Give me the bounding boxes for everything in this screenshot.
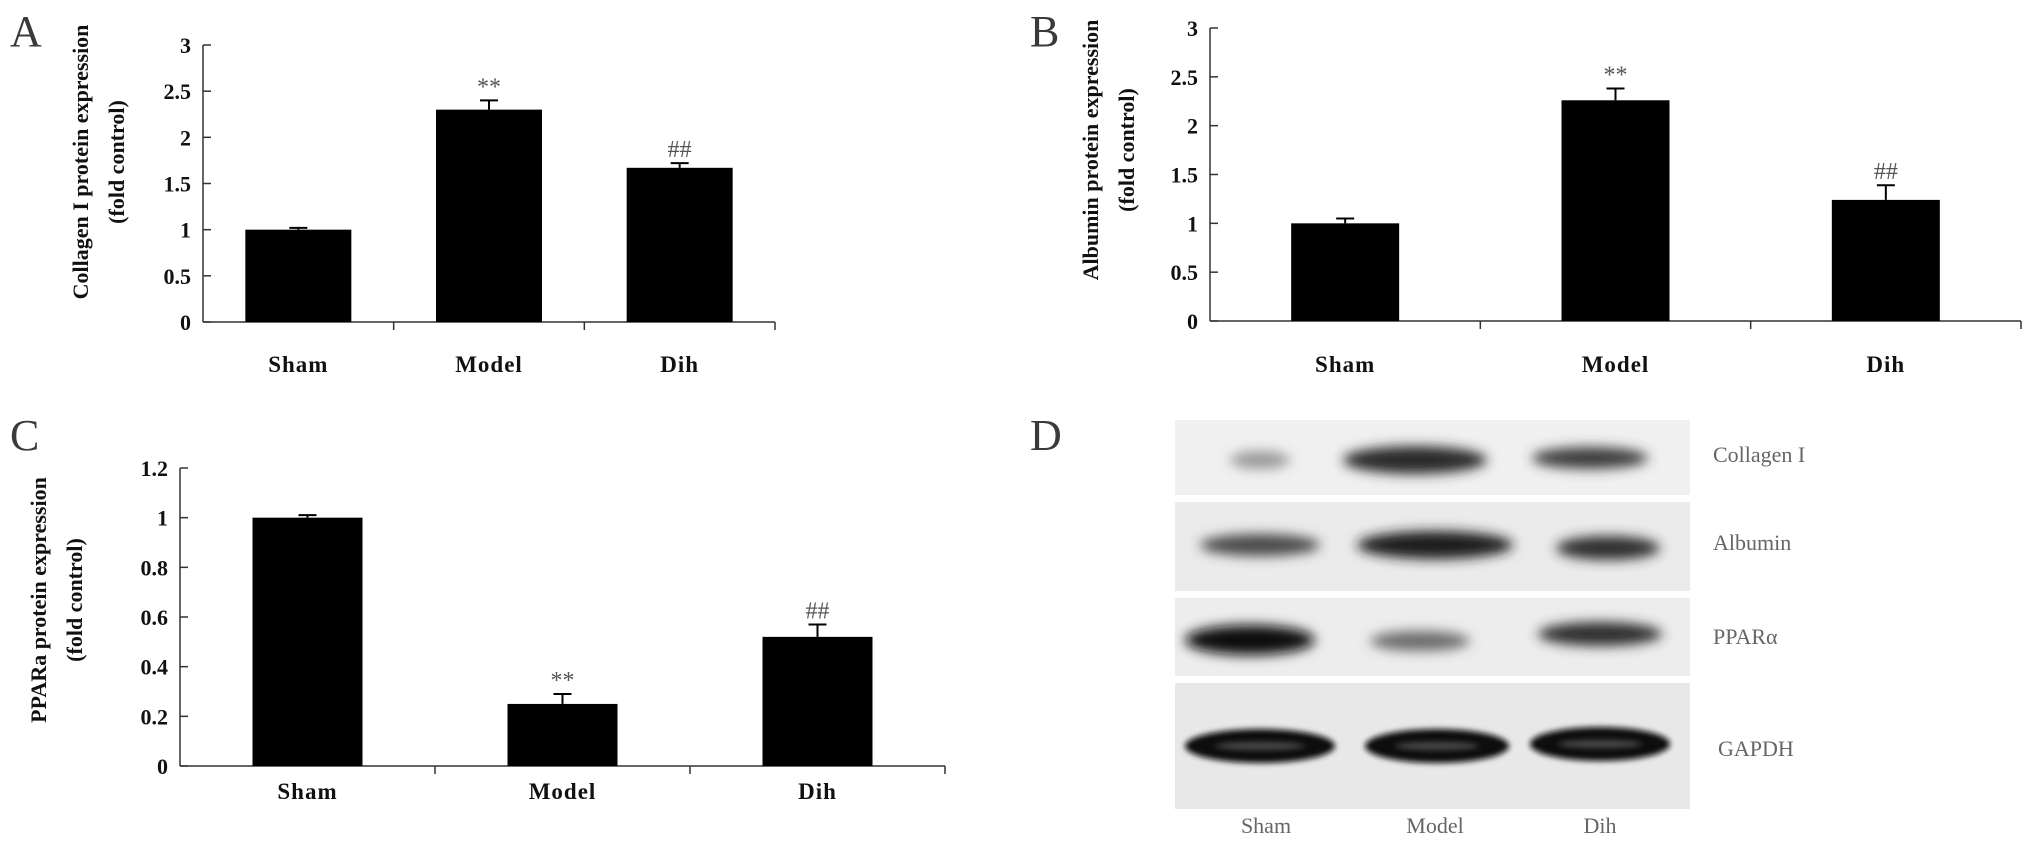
y-tick-label-c: 0.6 — [141, 605, 169, 630]
sig-label-a-dih: ## — [668, 137, 692, 163]
bar-c-dih — [762, 636, 873, 766]
ylabel-c-line1: PPARa protein expression — [26, 477, 51, 723]
category-label-c-model: Model — [529, 779, 597, 804]
category-label-b-model: Model — [1582, 352, 1650, 377]
bar-c-sham — [252, 517, 363, 766]
y-tick-label-c: 0.4 — [141, 655, 169, 680]
bands-ppara — [1185, 622, 1662, 655]
band-albumin-dih — [1556, 536, 1660, 560]
y-tick-label-a: 1 — [180, 218, 191, 243]
panel-d: D — [1030, 411, 1805, 838]
bands-collagen — [1230, 446, 1648, 474]
panel-letter-b: B — [1030, 7, 1059, 56]
y-tick-label-c: 0.2 — [141, 704, 169, 729]
y-tick-label-c: 0 — [157, 754, 168, 779]
blot-row-label-albumin: Albumin — [1713, 530, 1791, 555]
ylabel-a-line2: (fold control) — [104, 100, 129, 224]
bands-albumin — [1200, 531, 1660, 560]
blot-lane-label-model: Model — [1406, 813, 1463, 838]
panel-letter-a: A — [10, 7, 42, 56]
band-gapdh-dih-core — [1558, 740, 1642, 748]
bar-b-model — [1561, 100, 1670, 321]
bar-b-sham — [1291, 223, 1400, 321]
blot-row-label-gapdh: GAPDH — [1718, 736, 1794, 761]
blot-row-label-ppara: PPARα — [1713, 624, 1778, 649]
sig-label-a-model: ** — [477, 74, 501, 100]
ylabel-a-line1: Collagen I protein expression — [68, 25, 93, 300]
y-tick-label-c: 1.2 — [141, 456, 169, 481]
category-label-b-dih: Dih — [1866, 352, 1905, 377]
y-tick-label-a: 2 — [180, 125, 191, 150]
band-gapdh-sham-core — [1215, 742, 1305, 750]
panel-letter-d: D — [1030, 411, 1062, 460]
y-tick-label-b: 0.5 — [1171, 260, 1199, 285]
category-label-b-sham: Sham — [1315, 352, 1375, 377]
bands-gapdh — [1185, 727, 1670, 763]
band-albumin-model — [1357, 531, 1513, 559]
y-tick-label-b: 0 — [1187, 309, 1198, 334]
y-tick-label-b: 1.5 — [1171, 163, 1199, 188]
band-gapdh-model-core — [1395, 742, 1479, 750]
blot-lane-label-dih: Dih — [1584, 813, 1617, 838]
bar-a-model — [436, 109, 542, 322]
y-tick-label-a: 2.5 — [164, 79, 192, 104]
plot-area-a: 0 0.5 1 1.5 2 2.5 3 Sham ** Model ## Dih — [164, 33, 776, 377]
band-collagen-dih — [1532, 447, 1648, 469]
blot-row-label-collagen: Collagen I — [1713, 442, 1805, 467]
y-tick-label-a: 0 — [180, 310, 191, 335]
bar-a-dih — [626, 167, 733, 322]
category-label-a-sham: Sham — [268, 352, 328, 377]
blot-lane-label-sham: Sham — [1241, 813, 1291, 838]
ylabel-b-line2: (fold control) — [1114, 88, 1139, 212]
sig-label-b-model: ** — [1604, 63, 1628, 89]
y-tick-label-c: 0.8 — [141, 555, 169, 580]
y-tick-label-a: 3 — [180, 33, 191, 58]
bar-a-sham — [245, 229, 352, 322]
y-tick-label-b: 3 — [1187, 16, 1198, 41]
y-tick-label-b: 2.5 — [1171, 65, 1199, 90]
band-albumin-sham — [1200, 534, 1320, 556]
sig-label-c-model: ** — [551, 668, 575, 694]
band-ppara-model — [1370, 631, 1470, 651]
y-tick-label-a: 0.5 — [164, 264, 192, 289]
band-collagen-sham — [1230, 451, 1290, 469]
plot-area-b: 0 0.5 1 1.5 2 2.5 3 Sham ** Model ## Dih — [1171, 16, 2022, 377]
y-tick-label-b: 2 — [1187, 114, 1198, 139]
panel-letter-c: C — [10, 411, 39, 460]
panel-b: B Albumin protein expression (fold contr… — [1030, 7, 2022, 377]
band-collagen-model — [1343, 446, 1487, 474]
y-tick-label-a: 1.5 — [164, 172, 192, 197]
category-label-a-model: Model — [455, 352, 523, 377]
sig-label-b-dih: ## — [1874, 159, 1898, 185]
category-label-a-dih: Dih — [660, 352, 699, 377]
bar-c-model — [507, 703, 618, 766]
panel-c: C PPARa protein expression (fold control… — [10, 411, 946, 804]
ylabel-b-line1: Albumin protein expression — [1078, 20, 1103, 281]
category-label-c-dih: Dih — [798, 779, 837, 804]
band-ppara-dih — [1538, 622, 1662, 646]
category-label-c-sham: Sham — [277, 779, 337, 804]
band-ppara-sham — [1185, 625, 1315, 655]
bar-b-dih — [1831, 199, 1940, 321]
panel-a: A Collagen I protein expression (fold co… — [10, 7, 776, 377]
ylabel-c-line2: (fold control) — [62, 538, 87, 662]
plot-area-c: 0 0.2 0.4 0.6 0.8 1 1.2 Sham ** Model ## Dih — [141, 456, 946, 804]
y-tick-label-b: 1 — [1187, 211, 1198, 236]
y-tick-label-c: 1 — [157, 506, 168, 531]
sig-label-c-dih: ## — [806, 598, 830, 624]
